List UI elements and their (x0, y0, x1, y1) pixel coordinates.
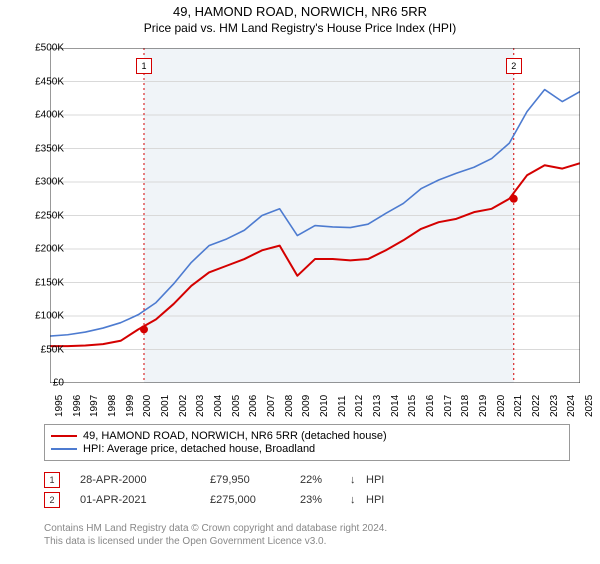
sale-date: 28-APR-2000 (80, 474, 210, 486)
y-tick-label: £450K (35, 76, 64, 87)
y-tick-label: £500K (35, 43, 64, 54)
y-tick-label: £250K (35, 210, 64, 221)
x-tick-label: 2022 (531, 395, 542, 417)
sale-marker-inline: 1 (44, 472, 60, 488)
x-tick-label: 2008 (284, 395, 295, 417)
x-tick-label: 2011 (337, 395, 348, 417)
x-tick-label: 2025 (584, 395, 595, 417)
arrow-down-icon: ↓ (350, 494, 366, 506)
x-tick-label: 2017 (443, 395, 454, 417)
y-tick-label: £150K (35, 277, 64, 288)
y-tick-label: £200K (35, 244, 64, 255)
x-tick-label: 2005 (231, 395, 242, 417)
chart-container: 49, HAMOND ROAD, NORWICH, NR6 5RR Price … (0, 4, 600, 564)
x-tick-label: 2021 (513, 395, 524, 417)
x-tick-label: 2007 (266, 395, 277, 417)
y-tick-label: £0 (53, 378, 64, 389)
x-tick-label: 2016 (425, 395, 436, 417)
x-tick-label: 2003 (195, 395, 206, 417)
chart-area (50, 48, 580, 383)
sale-pct: 22% (300, 474, 350, 486)
sale-marker-inline: 2 (44, 492, 60, 508)
legend: 49, HAMOND ROAD, NORWICH, NR6 5RR (detac… (44, 424, 570, 461)
x-tick-label: 1998 (107, 395, 118, 417)
legend-swatch-price (51, 435, 77, 437)
sale-row: 1 28-APR-2000£79,95022%↓HPI (44, 472, 384, 488)
legend-label-price: 49, HAMOND ROAD, NORWICH, NR6 5RR (detac… (83, 430, 387, 442)
x-tick-label: 2001 (160, 395, 171, 417)
sale-vs: HPI (366, 474, 384, 486)
sale-marker-box: 2 (506, 58, 522, 74)
sale-price: £275,000 (210, 494, 300, 506)
legend-row: 49, HAMOND ROAD, NORWICH, NR6 5RR (detac… (51, 430, 563, 442)
x-tick-label: 2019 (478, 395, 489, 417)
sale-date: 01-APR-2021 (80, 494, 210, 506)
sale-vs: HPI (366, 494, 384, 506)
x-tick-label: 2009 (301, 395, 312, 417)
chart-title: 49, HAMOND ROAD, NORWICH, NR6 5RR (0, 4, 600, 19)
sale-rows: 1 28-APR-2000£79,95022%↓HPI 2 01-APR-2021£2… (44, 468, 384, 512)
x-tick-label: 2023 (549, 395, 560, 417)
chart-subtitle: Price paid vs. HM Land Registry's House … (0, 21, 600, 35)
legend-row: HPI: Average price, detached house, Broa… (51, 443, 563, 455)
y-tick-label: £300K (35, 177, 64, 188)
sale-price: £79,950 (210, 474, 300, 486)
x-tick-label: 2014 (390, 395, 401, 417)
legend-swatch-hpi (51, 448, 77, 450)
x-tick-label: 2012 (354, 395, 365, 417)
x-tick-label: 2004 (213, 395, 224, 417)
x-tick-label: 1999 (125, 395, 136, 417)
x-tick-label: 1995 (54, 395, 65, 417)
x-tick-label: 2006 (248, 395, 259, 417)
y-tick-label: £100K (35, 311, 64, 322)
x-tick-label: 2018 (460, 395, 471, 417)
x-tick-label: 1997 (89, 395, 100, 417)
footnote-line: Contains HM Land Registry data © Crown c… (44, 522, 387, 535)
x-tick-label: 2020 (496, 395, 507, 417)
sale-pct: 23% (300, 494, 350, 506)
y-tick-label: £50K (41, 344, 64, 355)
sale-row: 2 01-APR-2021£275,00023%↓HPI (44, 492, 384, 508)
y-tick-label: £350K (35, 143, 64, 154)
x-tick-label: 2024 (566, 395, 577, 417)
x-tick-label: 2000 (142, 395, 153, 417)
x-tick-label: 2015 (407, 395, 418, 417)
y-tick-label: £400K (35, 110, 64, 121)
chart-svg (50, 48, 580, 383)
footnote-line: This data is licensed under the Open Gov… (44, 535, 387, 548)
sale-marker-box: 1 (136, 58, 152, 74)
x-tick-label: 2010 (319, 395, 330, 417)
x-tick-label: 1996 (72, 395, 83, 417)
footnote: Contains HM Land Registry data © Crown c… (44, 522, 387, 548)
x-tick-label: 2002 (178, 395, 189, 417)
x-tick-label: 2013 (372, 395, 383, 417)
legend-label-hpi: HPI: Average price, detached house, Broa… (83, 443, 315, 455)
arrow-down-icon: ↓ (350, 474, 366, 486)
